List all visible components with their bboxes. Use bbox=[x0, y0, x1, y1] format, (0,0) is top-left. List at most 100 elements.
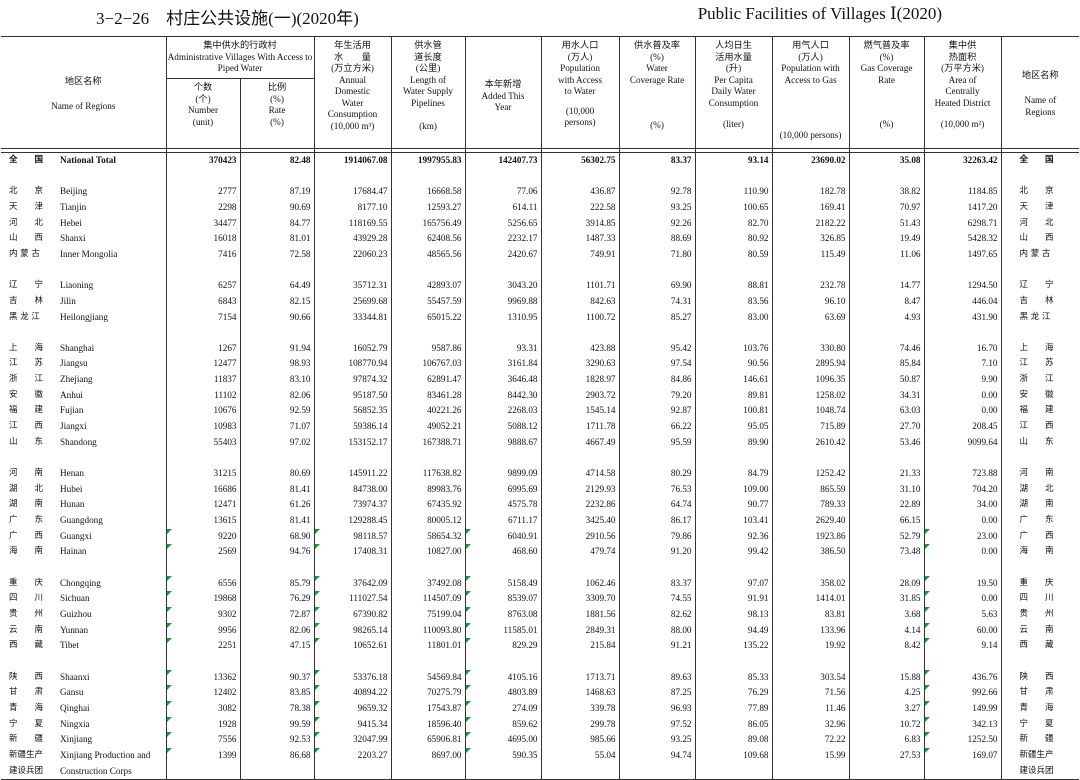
value-cell: 68.90 bbox=[239, 528, 315, 545]
value-cell: 38.82 bbox=[848, 184, 925, 200]
value-cell: 842.63 bbox=[540, 293, 620, 310]
value-cell: 10652.61 bbox=[313, 638, 392, 654]
region-name-en: Guizhou bbox=[60, 608, 92, 619]
value-cell: 4.25 bbox=[848, 685, 925, 701]
water-population-header-en: Population with Access to Water bbox=[557, 63, 603, 96]
region-header-right: 地区名称 Name of Regions bbox=[1000, 36, 1080, 149]
empty-cell bbox=[239, 450, 315, 467]
region-name-cn-right: 新疆生产 bbox=[1000, 747, 1080, 764]
region-name-cn-right: 建设兵团 bbox=[1000, 763, 1080, 780]
region-name-cn-right: 西 藏 bbox=[1000, 638, 1080, 654]
region-name-en: Anhui bbox=[60, 389, 83, 400]
empty-cell bbox=[165, 560, 240, 576]
value-cell: 31.10 bbox=[848, 481, 925, 498]
empty-cell bbox=[848, 450, 925, 467]
value-cell: 76.29 bbox=[239, 591, 315, 607]
table-row: 陕 西 Shaanxi 13362 90.37 53376.18 54569.84 4105… bbox=[1, 669, 1080, 686]
value-cell: 110093.80 bbox=[390, 622, 466, 639]
value-cell: 109.00 bbox=[694, 481, 773, 498]
empty-cell bbox=[694, 325, 773, 341]
value-cell: 1252.42 bbox=[771, 466, 850, 482]
pipeline-length-header-cn: 供水管 道长度 (公里) bbox=[414, 40, 442, 73]
value-cell: 142407.73 bbox=[464, 152, 542, 169]
value-cell: 8177.10 bbox=[313, 199, 392, 216]
value-cell: 330.80 bbox=[771, 340, 850, 357]
value-cell: 84.77 bbox=[239, 215, 315, 232]
empty-cell bbox=[1, 560, 58, 576]
value-cell: 40221.26 bbox=[390, 403, 466, 420]
region-name-cn: 湖 南 bbox=[9, 499, 44, 510]
value-cell: 78.38 bbox=[239, 700, 315, 717]
value-cell: 75199.04 bbox=[390, 606, 466, 623]
empty-cell bbox=[239, 325, 315, 341]
empty-cell bbox=[165, 168, 240, 185]
heated-area-header-cn: 集中供 热面积 (万平方米) bbox=[941, 40, 984, 73]
empty-cell bbox=[1, 450, 58, 466]
value-cell: 79.86 bbox=[618, 528, 696, 545]
value-cell: 92.26 bbox=[618, 215, 696, 232]
value-cell: 97.52 bbox=[618, 716, 696, 733]
value-cell: 446.04 bbox=[923, 293, 1002, 310]
value-cell: 9.14 bbox=[923, 638, 1002, 654]
region-name-en: Hebei bbox=[60, 217, 82, 228]
table-row: 上 海 Shanghai 1267 91.94 16052.79 9587.86 93.31… bbox=[1, 340, 1080, 357]
region-name-en: Beijing bbox=[60, 186, 88, 197]
value-cell: 19.50 bbox=[923, 575, 1002, 592]
value-cell: 35.08 bbox=[848, 152, 925, 169]
value-cell bbox=[390, 763, 466, 780]
value-cell: 19.92 bbox=[771, 638, 850, 654]
value-cell: 86.17 bbox=[618, 513, 696, 529]
value-cell: 14.77 bbox=[848, 278, 925, 294]
value-cell: 1258.02 bbox=[771, 387, 850, 404]
region-name-cn: 四 川 bbox=[9, 593, 44, 604]
empty-cell bbox=[1, 654, 58, 670]
value-cell: 9956 bbox=[165, 622, 240, 639]
water-coverage-header-cn: 供水普及率 (%) bbox=[634, 40, 680, 62]
value-cell: 4.14 bbox=[848, 622, 925, 639]
region-name-en: Xinjiang Production and bbox=[60, 749, 151, 760]
empty-cell bbox=[239, 560, 315, 576]
table-row: 宁 夏 Ningxia 1928 99.59 9415.34 18596.40 859.62… bbox=[1, 716, 1080, 733]
empty-cell bbox=[540, 168, 620, 185]
value-cell: 149.99 bbox=[923, 700, 1002, 717]
value-cell: 2251 bbox=[165, 638, 240, 654]
region-name-en: Tianjin bbox=[60, 201, 87, 212]
value-cell: 98.13 bbox=[694, 606, 773, 623]
value-cell: 91.94 bbox=[239, 340, 315, 357]
value-cell: 2298 bbox=[165, 199, 240, 216]
empty-cell bbox=[1, 325, 58, 341]
added-this-year-header-en: Added This Year bbox=[481, 90, 525, 113]
region-name-en: Xinjiang bbox=[60, 734, 93, 745]
value-cell: 99.42 bbox=[694, 544, 773, 560]
value-cell: 67435.92 bbox=[390, 497, 466, 514]
value-cell: 145911.22 bbox=[313, 466, 392, 482]
region-name-en: Gansu bbox=[60, 687, 84, 698]
value-cell: 1487.33 bbox=[540, 231, 620, 247]
table-body: 全 国 National Total 370423 82.48 1914067.08 19… bbox=[1, 152, 1080, 780]
rate-header: 比例 (%) Rate (%) bbox=[239, 78, 315, 149]
value-cell: 3290.63 bbox=[540, 356, 620, 373]
table-row: 江 西 Jiangxi 10983 71.07 59386.14 49052.21 5088… bbox=[1, 419, 1080, 435]
water-population-unit: (10,000 persons) bbox=[564, 105, 596, 128]
value-cell bbox=[313, 763, 392, 780]
gas-coverage-header-cn: 燃气普及率 (%) bbox=[863, 40, 910, 62]
value-cell: 90.66 bbox=[239, 309, 315, 326]
value-cell: 1545.14 bbox=[540, 403, 620, 420]
value-cell: 91.21 bbox=[618, 638, 696, 654]
region-header-left-cn: 地区名称 bbox=[64, 75, 102, 86]
rate-header-cn: 比例 (%) bbox=[267, 82, 287, 104]
empty-cell bbox=[771, 560, 850, 576]
spacer-row bbox=[1, 560, 1080, 576]
domestic-water-header: 年生活用 水 量 (万立方米) Annual Domestic Water Co… bbox=[313, 36, 392, 149]
number-header-en: Number (unit) bbox=[187, 105, 219, 127]
value-cell: 15.88 bbox=[848, 669, 925, 686]
value-cell: 87.19 bbox=[239, 184, 315, 200]
value-cell: 64.49 bbox=[239, 278, 315, 294]
value-cell: 92.36 bbox=[694, 528, 773, 545]
value-cell: 16.70 bbox=[923, 340, 1002, 357]
value-cell: 3043.20 bbox=[464, 278, 542, 294]
region-name-en: Guangxi bbox=[60, 530, 92, 541]
empty-cell bbox=[540, 450, 620, 467]
region-name-en: Jiangxi bbox=[60, 421, 87, 432]
value-cell: 0.00 bbox=[923, 591, 1002, 607]
